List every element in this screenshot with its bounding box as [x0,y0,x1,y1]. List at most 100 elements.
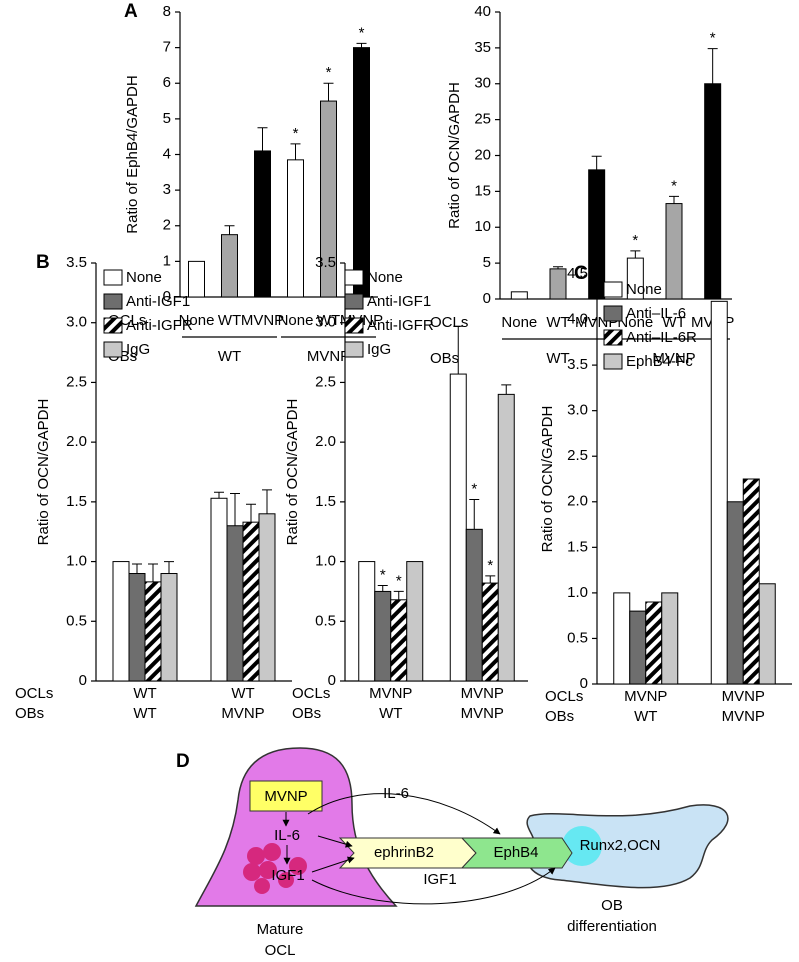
y-axis-label: Ratio of OCN/GAPDH [35,399,52,546]
legend-label: Anti–IL-6R [626,329,697,346]
y-tick-label: 1.0 [567,584,588,601]
nucleus-label: Runx2,OCN [580,837,661,854]
legend-swatch [603,329,623,346]
row-label: OCLs [430,314,468,331]
bar [112,561,130,682]
bar [258,513,276,682]
y-tick-label: 20 [474,146,491,163]
row-label: OBs [292,705,321,722]
y-tick-label: 5 [163,110,171,127]
legend-label: IgG [126,341,150,358]
row-label: OBs [430,350,459,367]
arrow [317,835,353,848]
bar [221,234,238,298]
bar [449,373,467,682]
y-tick-label: 1.0 [315,553,336,570]
bar [481,582,499,682]
legend-label: Anti-IGF1 [367,293,431,310]
legend-label: Anti-IGF1 [126,293,190,310]
error-bar [132,563,142,574]
error-bar [356,42,367,48]
x-tick-label: MVNP [221,705,264,722]
legend-swatch [103,293,123,310]
y-tick-label: 5 [483,254,491,271]
error-bar [164,561,174,574]
ephrinb2-label: ephrinB2 [374,844,434,861]
y-tick-label: 2.0 [567,493,588,510]
ob-label: OB [601,897,623,914]
bar [254,150,271,298]
error-bar [630,250,641,259]
arrow [311,856,355,873]
granules [243,843,307,894]
il6-label: IL-6 [274,827,300,844]
y-tick-label: 6 [163,74,171,91]
y-axis-label: Ratio of OCN/GAPDH [539,406,556,553]
y-tick-label: 3.0 [567,402,588,419]
igf1-label: IGF1 [271,867,304,884]
y-tick-label: 1 [163,252,171,269]
x-tick-label: WT [662,314,685,331]
row-label: OCLs [545,688,583,705]
x-tick-label: WT [231,685,254,702]
error-bar [669,195,679,204]
y-tick-label: 2.5 [66,373,87,390]
ephb4-label: EphB4 [493,844,538,861]
bar [374,590,392,682]
significance-marker: * [487,557,493,574]
y-tick-label: 10 [474,218,491,235]
x-tick-label: WT [546,314,569,331]
y-tick-label: 8 [163,3,171,20]
y-tick-label: 2.5 [567,447,588,464]
legend-label: Anti–IL-6 [626,305,686,322]
legend-swatch [603,353,623,370]
bar [726,501,744,685]
y-tick-label: 30 [474,75,491,92]
bar [188,260,205,298]
legend-label: Anti-IGFR [367,317,434,334]
y-tick-label: 0 [483,290,491,307]
bar [549,268,567,300]
x-tick-label: None [501,314,537,331]
legend-label: None [626,281,662,298]
y-tick-label: 40 [474,3,491,20]
x-tick-label: MVNP [369,685,412,702]
x-tick-label: None [278,312,314,329]
bar [710,300,728,685]
bar [742,478,760,685]
x-tick-label: MVNP [461,685,504,702]
legend-swatch [344,341,364,358]
legend-label: None [367,269,403,286]
y-tick-label: 4.5 [567,265,588,282]
row-label: OBs [15,705,44,722]
bar [226,525,244,682]
error-bar [224,225,235,235]
x-tick-label: WT [133,685,156,702]
igf1-arrow-label: IGF1 [423,871,456,888]
bar [465,528,483,682]
y-tick-label: 2 [163,217,171,234]
bar [497,393,515,682]
ephb4 [460,837,573,869]
legend-swatch [344,269,364,286]
x-tick-label: MVNP [461,705,504,722]
error-bar [377,584,388,592]
row-label: OBs [545,708,574,725]
bar [510,291,528,300]
error-bar [553,266,563,269]
error-bar [453,325,464,375]
error-bar [469,498,480,530]
y-tick-label: 0 [163,288,171,305]
error-bar [393,590,404,600]
y-tick-label: 4.0 [567,311,588,328]
y-tick-label: 1.5 [66,493,87,510]
significance-marker: * [380,566,386,583]
group-label: WT [218,348,241,365]
bar [242,521,260,682]
bar [645,601,663,685]
ocl-label: Mature [257,921,304,938]
significance-marker: * [396,572,402,589]
y-tick-label: 2.5 [315,373,336,390]
x-tick-label: WT [133,705,156,722]
